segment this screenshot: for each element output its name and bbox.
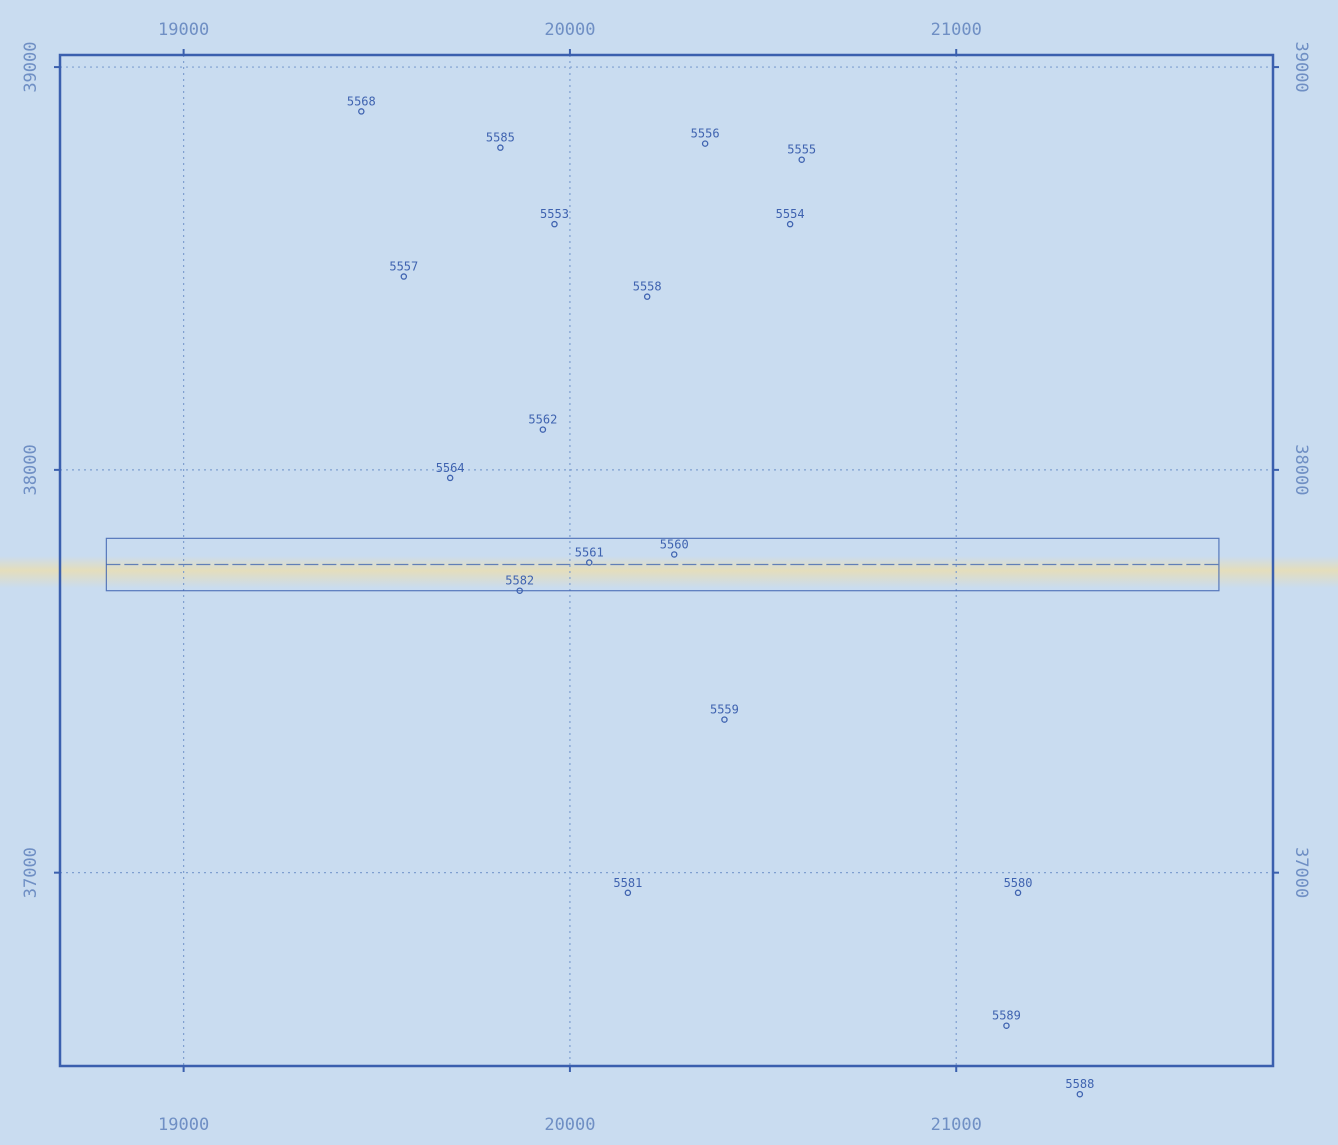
paper-fold-band [0, 556, 1338, 588]
grid-lines [60, 55, 1273, 1066]
y-tick-label-left: 39000 [21, 41, 41, 92]
x-tick-label-top: 20000 [544, 20, 595, 40]
station-marker [798, 156, 805, 163]
station-label: 5560 [660, 537, 689, 551]
station-marker [643, 293, 651, 300]
station-marker [624, 889, 632, 897]
station-label: 5557 [389, 260, 418, 274]
station-marker [358, 108, 365, 115]
station-marker [1076, 1090, 1084, 1098]
station-label: 5561 [575, 546, 604, 560]
station-label: 5559 [710, 703, 739, 717]
map-frame [58, 53, 1275, 1068]
station-marker [516, 587, 523, 594]
station-marker [446, 474, 454, 482]
station-marker [551, 220, 558, 228]
y-tick-label-right: 37000 [1291, 847, 1311, 898]
station-marker [701, 140, 709, 147]
station-label: 5568 [347, 94, 376, 108]
x-tick-label-bottom: 19000 [158, 1115, 209, 1135]
station-marker [585, 559, 593, 566]
station-marker [721, 716, 728, 723]
x-tick-label-top: 21000 [931, 20, 982, 40]
station-label: 5580 [1004, 876, 1033, 890]
x-tick-label-bottom: 21000 [931, 1115, 982, 1135]
x-tick-label-bottom: 20000 [544, 1115, 595, 1135]
station-label: 5555 [787, 143, 816, 157]
station-label: 5564 [436, 461, 465, 475]
station-marker [1003, 1022, 1010, 1029]
station-marker [497, 144, 504, 151]
axis-ticks: 19000 19000 20000 20000 21000 21000 37000 37000… [21, 20, 1311, 1135]
station-label: 5588 [1065, 1077, 1094, 1091]
station-label: 5589 [992, 1009, 1021, 1023]
station-label: 5556 [691, 127, 720, 141]
station-label: 5554 [776, 207, 805, 221]
y-tick-label-right: 38000 [1291, 444, 1311, 495]
station-label: 5558 [633, 280, 662, 294]
y-tick-label-left: 38000 [21, 444, 41, 495]
station-label: 5582 [505, 574, 534, 588]
y-tick-label-left: 37000 [21, 847, 41, 898]
profile-rectangle [105, 537, 1220, 592]
station-marker [400, 273, 408, 280]
y-tick-label-right: 39000 [1291, 41, 1311, 92]
station-label: 5585 [486, 131, 515, 145]
station-label: 5553 [540, 207, 569, 221]
station-label: 5562 [528, 413, 557, 427]
station-marker [539, 426, 547, 433]
station-points: 5568 5585 5556 5555 5553 5554 5557 5558 5562 5564… [347, 94, 1094, 1098]
station-marker [1014, 889, 1022, 897]
station-label: 5581 [613, 876, 642, 890]
x-tick-label-top: 19000 [158, 20, 209, 40]
station-marker [786, 220, 794, 228]
station-marker [670, 551, 678, 558]
